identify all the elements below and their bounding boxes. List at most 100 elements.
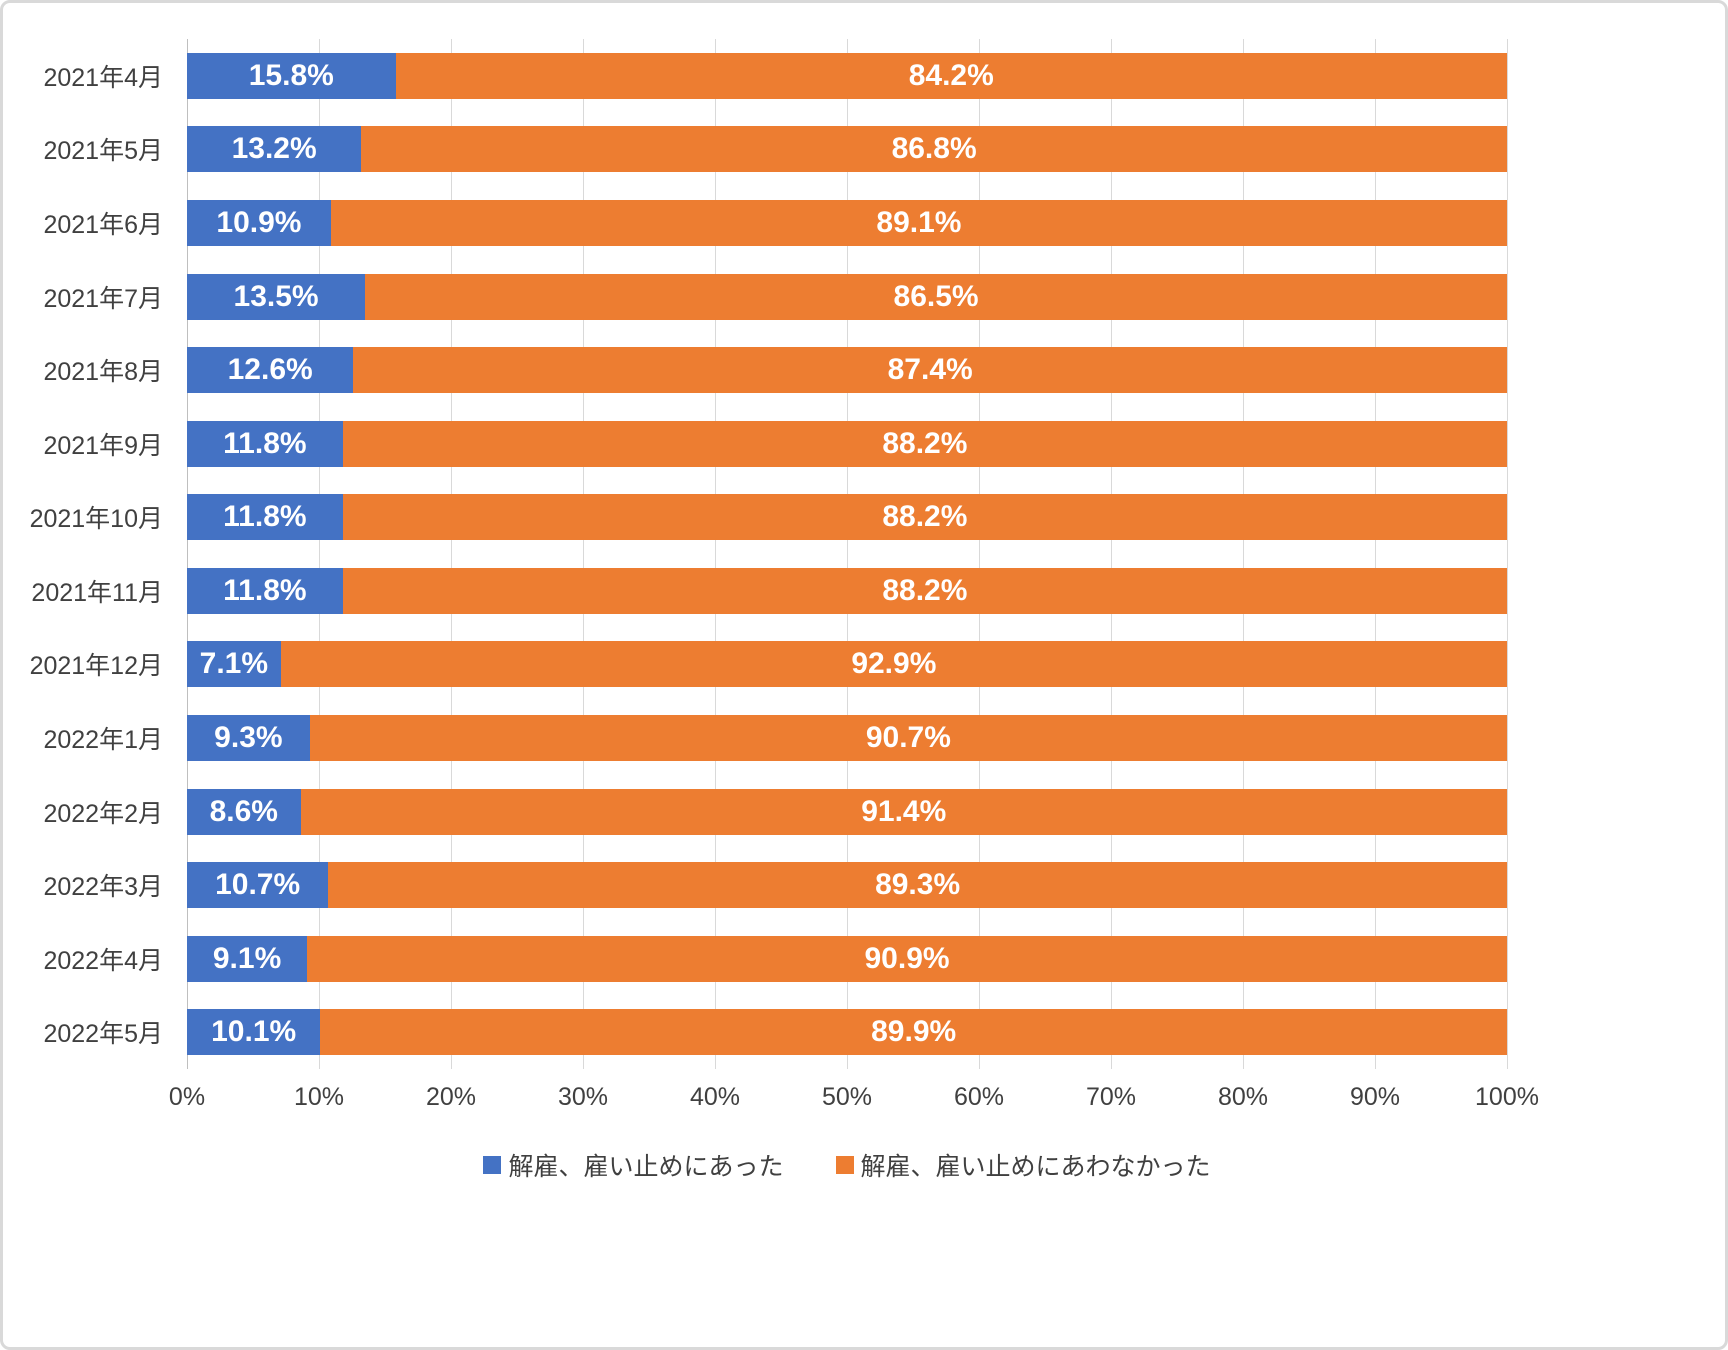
- bar-segment-dismissed: 13.2%: [187, 126, 362, 173]
- category-label: 2022年4月: [43, 946, 163, 975]
- bar-segment-dismissed: 7.1%: [187, 641, 281, 688]
- bar-row: 2021年12月 7.1% 92.9%: [29, 628, 1725, 702]
- value-label: 10.9%: [216, 205, 302, 239]
- bar-segment-not-dismissed: 91.4%: [300, 788, 1507, 835]
- value-label: 13.2%: [231, 132, 317, 166]
- x-axis: 0% 10% 20% 30% 40% 50% 60% 70% 80% 90% 100%: [29, 1069, 1725, 1125]
- value-label: 10.7%: [215, 868, 301, 902]
- x-tick-label: 30%: [557, 1083, 609, 1111]
- value-label: 92.9%: [851, 647, 937, 681]
- value-label: 88.2%: [882, 573, 968, 607]
- bar-track: 7.1% 92.9%: [187, 641, 1507, 688]
- bar-track: 10.1% 89.9%: [187, 1009, 1507, 1056]
- chart-rows: 2021年4月 15.8% 84.2% 2021年5月 13.2% 86.8% 2021年6…: [29, 39, 1725, 1069]
- bar-row: 2021年9月 11.8% 88.2%: [29, 407, 1725, 481]
- bar-segment-dismissed: 11.8%: [187, 494, 343, 541]
- bar-track: 11.8% 88.2%: [187, 567, 1507, 614]
- bar-row: 2022年4月 9.1% 90.9%: [29, 922, 1725, 996]
- category-label: 2021年5月: [43, 137, 163, 166]
- bar-row: 2021年11月 11.8% 88.2%: [29, 554, 1725, 628]
- x-tick-label: 40%: [689, 1083, 741, 1111]
- legend-swatch: [483, 1156, 502, 1174]
- value-label: 90.7%: [865, 720, 951, 754]
- x-tick-label: 60%: [953, 1083, 1005, 1111]
- category-label: 2021年4月: [43, 63, 163, 92]
- value-label: 12.6%: [227, 353, 313, 387]
- bar-track: 11.8% 88.2%: [187, 494, 1507, 541]
- plot-area: 2021年4月 15.8% 84.2% 2021年5月 13.2% 86.8% 2021年6…: [29, 39, 1725, 1069]
- x-tick-label: 70%: [1085, 1083, 1137, 1111]
- value-label: 91.4%: [861, 794, 947, 828]
- value-label: 9.3%: [214, 720, 283, 754]
- legend-label: 解雇、雇い止めにあった: [508, 1153, 784, 1181]
- category-label: 2021年11月: [31, 578, 163, 607]
- category-label: 2021年10月: [29, 505, 163, 534]
- category-label: 2022年2月: [43, 799, 163, 828]
- category-label: 2022年1月: [43, 725, 163, 754]
- value-label: 9.1%: [212, 941, 282, 975]
- category-label: 2022年5月: [43, 1020, 163, 1049]
- bar-segment-not-dismissed: 88.2%: [342, 494, 1507, 541]
- value-label: 7.1%: [199, 647, 269, 681]
- bar-segment-dismissed: 10.1%: [187, 1009, 321, 1056]
- bar-row: 2021年5月 13.2% 86.8%: [29, 113, 1725, 187]
- category-label: 2021年12月: [29, 652, 163, 681]
- category-label: 2021年8月: [43, 358, 163, 387]
- legend-label: 解雇、雇い止めにあわなかった: [860, 1153, 1211, 1181]
- bar-segment-dismissed: 11.8%: [187, 420, 343, 467]
- bar-row: 2021年4月 15.8% 84.2%: [29, 39, 1725, 113]
- bar-row: 2022年1月 9.3% 90.7%: [29, 701, 1725, 775]
- value-label: 87.4%: [887, 353, 973, 387]
- category-label: 2021年7月: [43, 284, 163, 313]
- bar-row: 2022年3月 10.7% 89.3%: [29, 848, 1725, 922]
- bar-row: 2021年10月 11.8% 88.2%: [29, 480, 1725, 554]
- value-label: 89.9%: [871, 1015, 957, 1049]
- bar-track: 12.6% 87.4%: [187, 347, 1507, 394]
- bar-segment-not-dismissed: 86.5%: [365, 273, 1507, 320]
- x-axis-ticks: 0% 10% 20% 30% 40% 50% 60% 70% 80% 90% 100%: [169, 1069, 1539, 1125]
- value-label: 15.8%: [248, 58, 334, 92]
- bar-segment-not-dismissed: 88.2%: [342, 567, 1507, 614]
- value-label: 10.1%: [211, 1015, 297, 1049]
- x-tick-label: 10%: [293, 1083, 345, 1111]
- bar-segment-dismissed: 11.8%: [187, 567, 343, 614]
- bar-track: 13.2% 86.8%: [187, 126, 1507, 173]
- bar-segment-dismissed: 10.7%: [187, 862, 329, 909]
- bar-track: 15.8% 84.2%: [187, 52, 1507, 99]
- bar-segment-dismissed: 12.6%: [187, 347, 354, 394]
- bar-segment-dismissed: 9.1%: [187, 935, 308, 982]
- x-tick-label: 90%: [1349, 1083, 1401, 1111]
- bar-segment-not-dismissed: 89.3%: [328, 862, 1507, 909]
- category-label: 2022年3月: [43, 873, 163, 902]
- bar-segment-not-dismissed: 84.2%: [395, 52, 1507, 99]
- value-label: 11.8%: [223, 573, 307, 607]
- value-label: 90.9%: [864, 941, 950, 975]
- legend-swatch: [835, 1156, 854, 1174]
- bar-track: 10.7% 89.3%: [187, 862, 1507, 909]
- value-label: 89.3%: [875, 868, 961, 902]
- bar-row: 2022年2月 8.6% 91.4%: [29, 775, 1725, 849]
- value-label: 86.8%: [891, 132, 977, 166]
- bar-track: 10.9% 89.1%: [187, 199, 1507, 246]
- x-tick-label: 80%: [1217, 1083, 1269, 1111]
- x-tick-label: 20%: [425, 1083, 477, 1111]
- x-tick-label: 100%: [1475, 1083, 1539, 1111]
- bar-segment-not-dismissed: 90.9%: [307, 935, 1507, 982]
- bar-segment-not-dismissed: 87.4%: [353, 347, 1507, 394]
- value-label: 8.6%: [209, 794, 278, 828]
- bar-segment-dismissed: 9.3%: [187, 714, 310, 761]
- value-label: 11.8%: [223, 426, 307, 460]
- bar-track: 9.3% 90.7%: [187, 714, 1507, 761]
- bar-row: 2022年5月 10.1% 89.9%: [29, 996, 1725, 1070]
- bar-segment-not-dismissed: 89.1%: [330, 199, 1507, 246]
- x-tick-label: 0%: [168, 1083, 206, 1111]
- bar-segment-dismissed: 13.5%: [187, 273, 366, 320]
- value-label: 86.5%: [893, 279, 979, 313]
- value-label: 11.8%: [223, 500, 307, 534]
- bar-segment-dismissed: 8.6%: [187, 788, 301, 835]
- bar-segment-not-dismissed: 90.7%: [309, 714, 1507, 761]
- value-label: 84.2%: [908, 58, 994, 92]
- bar-track: 11.8% 88.2%: [187, 420, 1507, 467]
- bar-row: 2021年6月 10.9% 89.1%: [29, 186, 1725, 260]
